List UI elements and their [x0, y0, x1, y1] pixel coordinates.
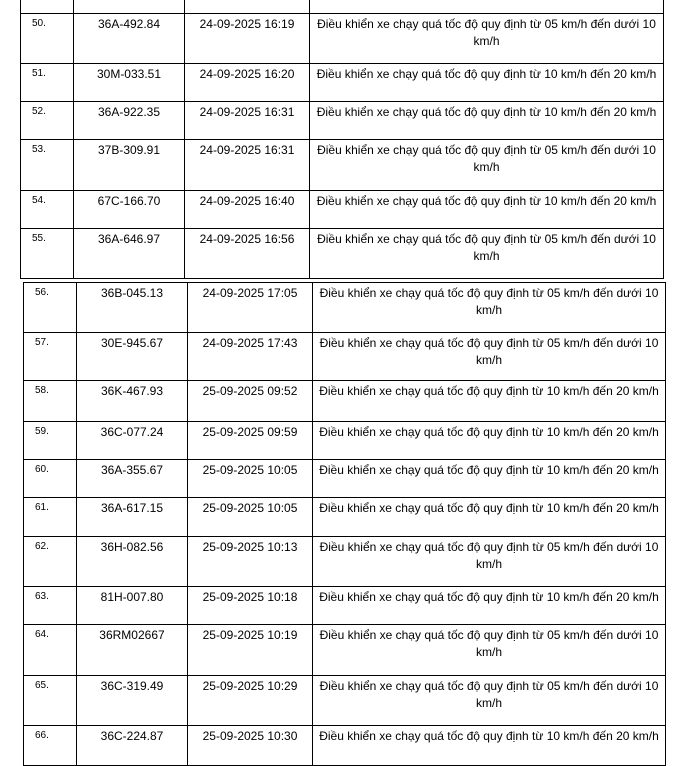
license-plate: 81H-007.80 — [76, 586, 188, 625]
violation-description: Điều khiển xe chạy quá tốc độ quy định t… — [309, 13, 664, 64]
violation-time: 25-09-2025 10:05 — [187, 497, 313, 537]
row-number: 53. — [20, 139, 74, 191]
row-number: 51. — [20, 63, 74, 102]
row-number: 54. — [20, 190, 74, 229]
table-row: 52. 36A-922.35 24-09-2025 16:31 Điều khiển … — [20, 101, 664, 140]
violation-time: 25-09-2025 10:29 — [187, 675, 313, 726]
violations-table-part-2: 56. 36B-045.13 24-09-2025 17:05 Điều khiển … — [23, 282, 666, 766]
row-number: 57. — [23, 332, 77, 381]
violation-time: 24-09-2025 17:43 — [187, 332, 313, 381]
table-row: 50. 36A-492.84 24-09-2025 16:19 Điều khiển … — [20, 13, 664, 64]
license-plate: 36C-224.87 — [76, 725, 188, 766]
license-plate: 36A-492.84 — [73, 13, 185, 64]
license-plate: 37B-309.91 — [73, 139, 185, 191]
table-row: 64. 36RM02667 25-09-2025 10:19 Điều khiển x… — [23, 624, 666, 676]
table-body: 50. 36A-492.84 24-09-2025 16:19 Điều khiển … — [20, 0, 664, 279]
violation-description: Điều khiển xe chạy quá tốc độ quy định t… — [312, 586, 666, 625]
violation-description: Điều khiển xe chạy quá tốc độ quy định t… — [309, 228, 664, 279]
table-row: 63. 81H-007.80 25-09-2025 10:18 Điều khiển … — [23, 586, 666, 625]
violation-description: Điều khiển xe chạy quá tốc độ quy định t… — [312, 332, 666, 381]
violation-description: Điều khiển xe chạy quá tốc độ quy định t… — [309, 63, 664, 102]
violation-time: 24-09-2025 16:31 — [184, 139, 310, 191]
license-plate: 36B-045.13 — [76, 282, 188, 333]
violation-description: Điều khiển xe chạy quá tốc độ quy định t… — [312, 725, 666, 766]
violation-description: Điều khiển xe chạy quá tốc độ quy định t… — [312, 459, 666, 498]
violations-table-part-1: 50. 36A-492.84 24-09-2025 16:19 Điều khiển … — [20, 0, 664, 279]
license-plate: 36K-467.93 — [76, 380, 188, 422]
violation-description: Điều khiển xe chạy quá tốc độ quy định t… — [309, 190, 664, 229]
table-row: 58. 36K-467.93 25-09-2025 09:52 Điều khiển … — [23, 380, 666, 422]
violation-description: Điều khiển xe chạy quá tốc độ quy định t… — [312, 421, 666, 460]
table-body: 56. 36B-045.13 24-09-2025 17:05 Điều khiển … — [23, 282, 666, 766]
violation-description: Điều khiển xe chạy quá tốc độ quy định t… — [312, 675, 666, 726]
table-row: 56. 36B-045.13 24-09-2025 17:05 Điều khiển … — [23, 282, 666, 333]
violation-time: 24-09-2025 16:40 — [184, 190, 310, 229]
license-plate: 36C-319.49 — [76, 675, 188, 726]
row-number: 64. — [23, 624, 77, 676]
violation-time: 25-09-2025 09:52 — [187, 380, 313, 422]
violation-time: 25-09-2025 10:05 — [187, 459, 313, 498]
table-row: 54. 67C-166.70 24-09-2025 16:40 Điều khiển … — [20, 190, 664, 229]
row-number: 65. — [23, 675, 77, 726]
table-row: 59. 36C-077.24 25-09-2025 09:59 Điều khiển … — [23, 421, 666, 460]
table-row: 65. 36C-319.49 25-09-2025 10:29 Điều khiển … — [23, 675, 666, 726]
row-number: 56. — [23, 282, 77, 333]
row-number: 58. — [23, 380, 77, 422]
license-plate: 36A-922.35 — [73, 101, 185, 140]
violation-time: 25-09-2025 10:30 — [187, 725, 313, 766]
license-plate: 30E-945.67 — [76, 332, 188, 381]
license-plate: 36A-617.15 — [76, 497, 188, 537]
table-row: 51. 30M-033.51 24-09-2025 16:20 Điều khiển … — [20, 63, 664, 102]
row-number: 59. — [23, 421, 77, 460]
row-number: 55. — [20, 228, 74, 279]
table-row: 62. 36H-082.56 25-09-2025 10:13 Điều khiển … — [23, 536, 666, 587]
violation-time: 24-09-2025 16:31 — [184, 101, 310, 140]
violation-time: 25-09-2025 10:18 — [187, 586, 313, 625]
table-row: 53. 37B-309.91 24-09-2025 16:31 Điều khiển … — [20, 139, 664, 191]
license-plate: 36RM02667 — [76, 624, 188, 676]
violation-description: Điều khiển xe chạy quá tốc độ quy định t… — [312, 380, 666, 422]
row-number: 62. — [23, 536, 77, 587]
violation-description: Điều khiển xe chạy quá tốc độ quy định t… — [312, 282, 666, 333]
violation-description: Điều khiển xe chạy quá tốc độ quy định t… — [309, 139, 664, 191]
violation-time: 25-09-2025 10:19 — [187, 624, 313, 676]
violation-time: 25-09-2025 09:59 — [187, 421, 313, 460]
table-row-previous-partial — [20, 0, 664, 14]
violation-time: 25-09-2025 10:13 — [187, 536, 313, 587]
violation-description: Điều khiển xe chạy quá tốc độ quy định t… — [312, 497, 666, 537]
violation-description: Điều khiển xe chạy quá tốc độ quy định t… — [312, 536, 666, 587]
violation-time: 24-09-2025 16:19 — [184, 13, 310, 64]
row-number: 52. — [20, 101, 74, 140]
violation-description: Điều khiển xe chạy quá tốc độ quy định t… — [312, 624, 666, 676]
violation-time: 24-09-2025 17:05 — [187, 282, 313, 333]
license-plate: 36H-082.56 — [76, 536, 188, 587]
table-row: 61. 36A-617.15 25-09-2025 10:05 Điều khiển … — [23, 497, 666, 537]
license-plate: 36A-355.67 — [76, 459, 188, 498]
row-number: 66. — [23, 725, 77, 766]
violation-time: 24-09-2025 16:56 — [184, 228, 310, 279]
table-row: 60. 36A-355.67 25-09-2025 10:05 Điều khiển … — [23, 459, 666, 498]
license-plate: 36A-646.97 — [73, 228, 185, 279]
violation-time: 24-09-2025 16:20 — [184, 63, 310, 102]
row-number: 61. — [23, 497, 77, 537]
table-row: 55. 36A-646.97 24-09-2025 16:56 Điều khiển … — [20, 228, 664, 279]
violation-description: Điều khiển xe chạy quá tốc độ quy định t… — [309, 101, 664, 140]
table-row: 57. 30E-945.67 24-09-2025 17:43 Điều khiển … — [23, 332, 666, 381]
row-number: 63. — [23, 586, 77, 625]
table-row: 66. 36C-224.87 25-09-2025 10:30 Điều khiển … — [23, 725, 666, 766]
license-plate: 36C-077.24 — [76, 421, 188, 460]
license-plate: 67C-166.70 — [73, 190, 185, 229]
row-number: 50. — [20, 13, 74, 64]
row-number: 60. — [23, 459, 77, 498]
license-plate: 30M-033.51 — [73, 63, 185, 102]
